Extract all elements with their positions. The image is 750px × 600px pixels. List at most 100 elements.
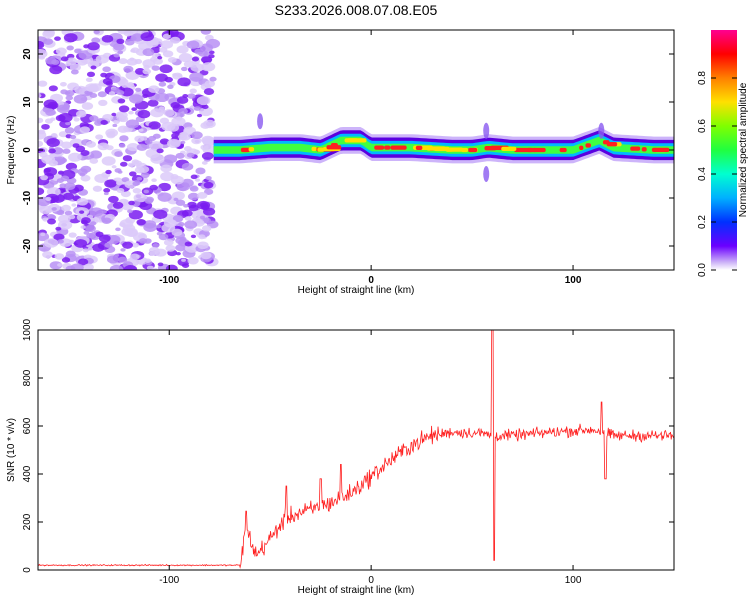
noise-blob xyxy=(184,216,192,221)
noise-blob xyxy=(68,239,75,244)
noise-blob xyxy=(128,110,134,115)
noise-blob xyxy=(67,82,80,91)
noise-blob xyxy=(117,50,124,55)
noise-blob xyxy=(125,119,140,129)
noise-blob xyxy=(163,218,177,228)
noise-blob xyxy=(38,187,45,196)
noise-blob xyxy=(144,198,154,204)
noise-blob xyxy=(51,207,57,211)
noise-blob xyxy=(114,151,123,157)
noise-blob xyxy=(73,117,80,122)
noise-blob xyxy=(93,30,100,35)
noise-blob xyxy=(118,105,130,113)
noise-blob xyxy=(200,55,213,64)
noise-blob xyxy=(155,92,170,103)
noise-blob xyxy=(148,85,160,93)
noise-blob xyxy=(140,172,150,179)
noise-blob xyxy=(70,263,84,270)
noise-blob xyxy=(83,263,94,270)
noise-blob xyxy=(143,64,150,70)
signal-burst xyxy=(598,122,605,139)
noise-blob xyxy=(196,200,211,210)
noise-blob xyxy=(187,93,196,99)
noise-blob xyxy=(57,220,73,230)
noise-blob xyxy=(85,224,96,233)
noise-blob xyxy=(81,102,94,110)
noise-blob xyxy=(199,215,206,220)
noise-blob xyxy=(120,248,126,252)
noise-blob xyxy=(44,118,53,124)
noise-blob xyxy=(84,90,91,95)
noise-blob xyxy=(56,209,65,216)
noise-blob xyxy=(118,58,128,65)
noise-blob xyxy=(81,217,91,224)
noise-blob xyxy=(158,233,169,241)
noise-blob xyxy=(103,188,111,193)
signal-hot-segment xyxy=(468,147,478,153)
noise-blob xyxy=(117,125,129,133)
noise-blob xyxy=(59,81,67,87)
noise-blob xyxy=(116,114,127,122)
noise-blob xyxy=(131,33,144,42)
noise-blob xyxy=(196,96,211,106)
noise-blob xyxy=(102,66,111,73)
noise-blob xyxy=(123,30,133,37)
noise-blob xyxy=(38,80,48,87)
noise-blob xyxy=(155,224,162,229)
snr-xtick-label: 0 xyxy=(368,575,374,586)
noise-blob xyxy=(70,69,79,75)
noise-blob xyxy=(112,201,124,209)
noise-blob xyxy=(203,88,215,96)
noise-blob xyxy=(119,78,129,85)
noise-blob xyxy=(143,189,150,194)
noise-blob xyxy=(90,221,97,226)
snr-ytick-label: 800 xyxy=(22,369,33,386)
noise-blob xyxy=(42,251,53,259)
noise-blob xyxy=(95,231,104,238)
colorbar-ticks: 0.0 0.2 0.4 0.6 0.8 xyxy=(697,71,737,277)
noise-blob xyxy=(82,248,89,253)
noise-blob xyxy=(136,176,143,181)
noise-blob xyxy=(49,65,63,75)
noise-blob xyxy=(97,91,107,98)
noise-blob xyxy=(201,152,214,160)
noise-blob xyxy=(79,126,91,134)
noise-blob xyxy=(149,141,164,151)
noise-blob xyxy=(54,253,65,260)
noise-blob xyxy=(178,53,193,63)
noise-blob xyxy=(181,162,194,171)
noise-blob xyxy=(132,160,143,167)
noise-blob xyxy=(58,112,73,123)
noise-blob xyxy=(133,193,148,203)
noise-blob xyxy=(119,222,126,227)
noise-blob xyxy=(116,90,125,96)
noise-blob xyxy=(149,251,157,256)
noise-blob xyxy=(203,181,214,189)
noise-blob xyxy=(175,199,186,206)
noise-blob xyxy=(150,154,165,164)
noise-blob xyxy=(80,174,91,182)
noise-blob xyxy=(40,174,49,181)
signal-burst xyxy=(483,166,490,182)
noise-blob xyxy=(64,210,73,216)
noise-blob xyxy=(55,47,67,55)
noise-blob xyxy=(75,110,87,118)
noise-blob xyxy=(89,207,104,217)
noise-blob xyxy=(202,136,216,146)
noise-blob xyxy=(189,72,204,82)
noise-blob xyxy=(61,257,71,263)
noise-blob xyxy=(71,203,77,207)
noise-blob xyxy=(87,214,94,219)
noise-blob xyxy=(87,42,100,51)
noise-blob xyxy=(158,81,167,87)
noise-blob xyxy=(153,38,163,45)
noise-blob xyxy=(202,144,217,155)
noise-blob xyxy=(157,262,164,267)
noise-blob xyxy=(176,73,183,78)
signal-hot-segment xyxy=(384,145,391,150)
signal-hot-segment xyxy=(602,140,610,145)
noise-blob xyxy=(172,215,184,223)
noise-blob xyxy=(208,54,215,59)
